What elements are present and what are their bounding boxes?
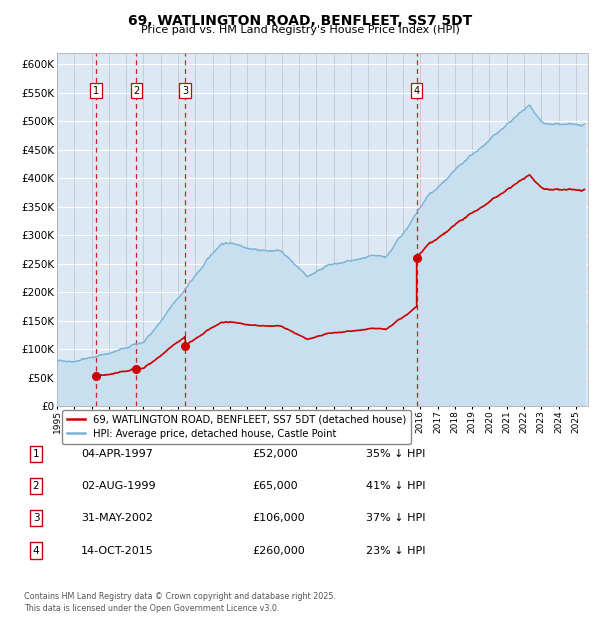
Text: 2: 2 bbox=[133, 86, 140, 95]
Text: 04-APR-1997: 04-APR-1997 bbox=[81, 449, 153, 459]
Text: £65,000: £65,000 bbox=[252, 481, 298, 491]
Text: 2: 2 bbox=[32, 481, 40, 491]
Text: 35% ↓ HPI: 35% ↓ HPI bbox=[366, 449, 425, 459]
Text: 02-AUG-1999: 02-AUG-1999 bbox=[81, 481, 155, 491]
Text: Price paid vs. HM Land Registry's House Price Index (HPI): Price paid vs. HM Land Registry's House … bbox=[140, 25, 460, 35]
Text: Contains HM Land Registry data © Crown copyright and database right 2025.
This d: Contains HM Land Registry data © Crown c… bbox=[24, 591, 336, 613]
Text: 14-OCT-2015: 14-OCT-2015 bbox=[81, 546, 154, 556]
Text: £52,000: £52,000 bbox=[252, 449, 298, 459]
Text: 4: 4 bbox=[413, 86, 419, 95]
Text: £260,000: £260,000 bbox=[252, 546, 305, 556]
Text: 23% ↓ HPI: 23% ↓ HPI bbox=[366, 546, 425, 556]
Legend: 69, WATLINGTON ROAD, BENFLEET, SS7 5DT (detached house), HPI: Average price, det: 69, WATLINGTON ROAD, BENFLEET, SS7 5DT (… bbox=[62, 410, 411, 443]
Text: 3: 3 bbox=[182, 86, 188, 95]
Text: 31-MAY-2002: 31-MAY-2002 bbox=[81, 513, 153, 523]
Text: 3: 3 bbox=[32, 513, 40, 523]
Text: £106,000: £106,000 bbox=[252, 513, 305, 523]
Text: 69, WATLINGTON ROAD, BENFLEET, SS7 5DT: 69, WATLINGTON ROAD, BENFLEET, SS7 5DT bbox=[128, 14, 472, 28]
Text: 37% ↓ HPI: 37% ↓ HPI bbox=[366, 513, 425, 523]
Text: 4: 4 bbox=[32, 546, 40, 556]
Text: 41% ↓ HPI: 41% ↓ HPI bbox=[366, 481, 425, 491]
Text: 1: 1 bbox=[32, 449, 40, 459]
Text: 1: 1 bbox=[93, 86, 99, 95]
